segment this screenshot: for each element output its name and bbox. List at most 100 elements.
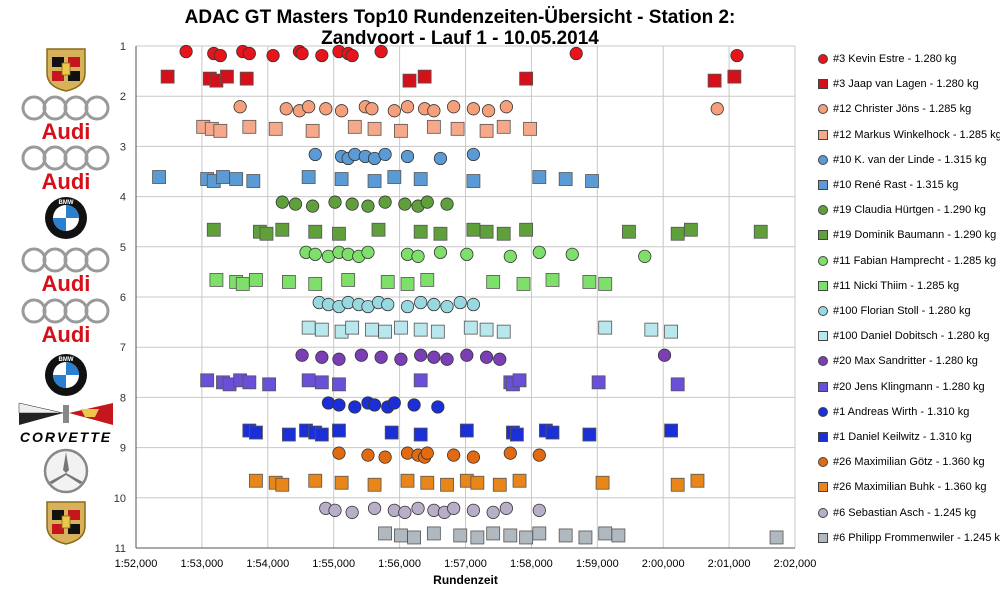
data-point bbox=[400, 299, 415, 314]
data-point bbox=[345, 48, 359, 63]
legend-label: #19 Claudia Hürtgen - 1.290 kg bbox=[833, 204, 986, 217]
data-point bbox=[407, 398, 421, 412]
data-point bbox=[332, 446, 346, 460]
y-tick-label: 11 bbox=[115, 543, 126, 555]
data-point bbox=[460, 348, 474, 362]
data-point bbox=[657, 348, 672, 362]
data-point bbox=[459, 423, 474, 438]
mercedes-logo bbox=[16, 446, 116, 496]
data-point bbox=[229, 172, 244, 186]
data-point bbox=[670, 377, 685, 392]
data-point bbox=[582, 427, 597, 442]
legend-square-marker bbox=[818, 129, 828, 140]
data-point bbox=[664, 423, 679, 438]
audi-logo: Audi bbox=[16, 246, 116, 296]
data-point bbox=[384, 425, 399, 440]
porsche-logo bbox=[16, 497, 116, 547]
data-point bbox=[558, 528, 573, 543]
data-point bbox=[332, 352, 346, 366]
data-point bbox=[387, 104, 401, 118]
legend-item: #1 Andreas Wirth - 1.310 kg bbox=[818, 404, 969, 420]
data-point bbox=[585, 174, 599, 188]
legend-item: #20 Max Sandritter - 1.280 kg bbox=[818, 353, 978, 369]
data-point bbox=[394, 352, 408, 366]
data-point bbox=[413, 172, 428, 186]
data-point bbox=[306, 199, 320, 213]
data-point bbox=[426, 526, 441, 541]
x-tick-label: 1:53,000 bbox=[180, 558, 223, 570]
data-point bbox=[365, 322, 379, 337]
data-point bbox=[426, 119, 441, 134]
legend-label: #100 Daniel Dobitsch - 1.280 kg bbox=[833, 330, 990, 343]
y-tick-label: 5 bbox=[120, 242, 126, 254]
data-point bbox=[206, 222, 221, 237]
data-point bbox=[440, 299, 454, 314]
data-point bbox=[690, 473, 705, 488]
data-point bbox=[367, 121, 382, 136]
data-point bbox=[523, 121, 537, 136]
audi-logo: Audi bbox=[16, 94, 116, 144]
data-point bbox=[499, 100, 513, 114]
data-point bbox=[519, 530, 534, 545]
legend-item: #100 Florian Stoll - 1.280 kg bbox=[818, 303, 971, 319]
data-point bbox=[295, 348, 309, 362]
y-tick-label: 3 bbox=[120, 141, 126, 153]
legend-item: #6 Sebastian Asch - 1.245 kg bbox=[818, 505, 976, 521]
legend-square-marker bbox=[818, 79, 828, 90]
data-point bbox=[295, 46, 309, 61]
data-point bbox=[345, 320, 360, 335]
data-point bbox=[387, 396, 401, 410]
data-point bbox=[411, 501, 425, 515]
data-point bbox=[354, 348, 368, 362]
data-point bbox=[413, 322, 428, 337]
data-point bbox=[209, 273, 224, 287]
data-point bbox=[453, 295, 467, 310]
legend-circle-marker bbox=[818, 356, 828, 367]
data-point bbox=[463, 320, 478, 335]
legend-label: #6 Philipp Frommenwiler - 1.245 kg bbox=[833, 531, 1000, 544]
data-point bbox=[275, 477, 290, 492]
x-tick-label: 1:52,000 bbox=[115, 558, 158, 570]
data-point bbox=[308, 473, 323, 488]
data-point bbox=[447, 501, 461, 515]
data-point bbox=[400, 473, 415, 488]
legend-label: #20 Max Sandritter - 1.280 kg bbox=[833, 355, 978, 368]
data-point bbox=[394, 320, 408, 335]
chart-title-line1: ADAC GT Masters Top10 Rundenzeiten-Übers… bbox=[184, 7, 736, 28]
legend-item: #11 Nicki Thiim - 1.285 kg bbox=[818, 278, 959, 294]
data-point bbox=[598, 526, 613, 541]
legend-label: #11 Fabian Hamprecht - 1.285 kg bbox=[833, 254, 997, 267]
data-point bbox=[279, 102, 293, 116]
data-point bbox=[308, 277, 323, 291]
data-point bbox=[400, 100, 415, 114]
data-point bbox=[275, 222, 290, 237]
data-point bbox=[466, 503, 481, 517]
data-point bbox=[242, 375, 257, 390]
data-point bbox=[216, 170, 230, 184]
data-point bbox=[670, 477, 685, 492]
data-point bbox=[367, 174, 382, 188]
data-point bbox=[332, 398, 346, 412]
legend-label: #26 Maximilian Buhk - 1.360 kg bbox=[833, 481, 987, 494]
data-point bbox=[239, 71, 254, 86]
legend-circle-marker bbox=[818, 205, 828, 216]
y-tick-label: 7 bbox=[120, 342, 126, 354]
legend-square-marker bbox=[818, 381, 828, 392]
legend-square-marker bbox=[818, 532, 828, 543]
data-point bbox=[332, 423, 346, 438]
legend-item: #1 Daniel Keilwitz - 1.310 kg bbox=[818, 429, 972, 445]
data-point bbox=[496, 119, 511, 134]
y-tick-label: 8 bbox=[120, 392, 126, 404]
data-point bbox=[414, 295, 428, 310]
legend-label: #20 Jens Klingmann - 1.280 kg bbox=[833, 380, 985, 393]
data-point bbox=[334, 172, 349, 186]
data-point bbox=[595, 475, 610, 490]
data-point bbox=[308, 224, 323, 239]
data-point bbox=[532, 245, 546, 259]
y-tick-label: 4 bbox=[120, 192, 126, 204]
svg-text:BMW: BMW bbox=[59, 357, 74, 363]
data-point bbox=[769, 530, 784, 545]
data-point bbox=[496, 324, 511, 339]
legend-label: #1 Andreas Wirth - 1.310 kg bbox=[833, 405, 970, 418]
data-point bbox=[591, 375, 606, 390]
